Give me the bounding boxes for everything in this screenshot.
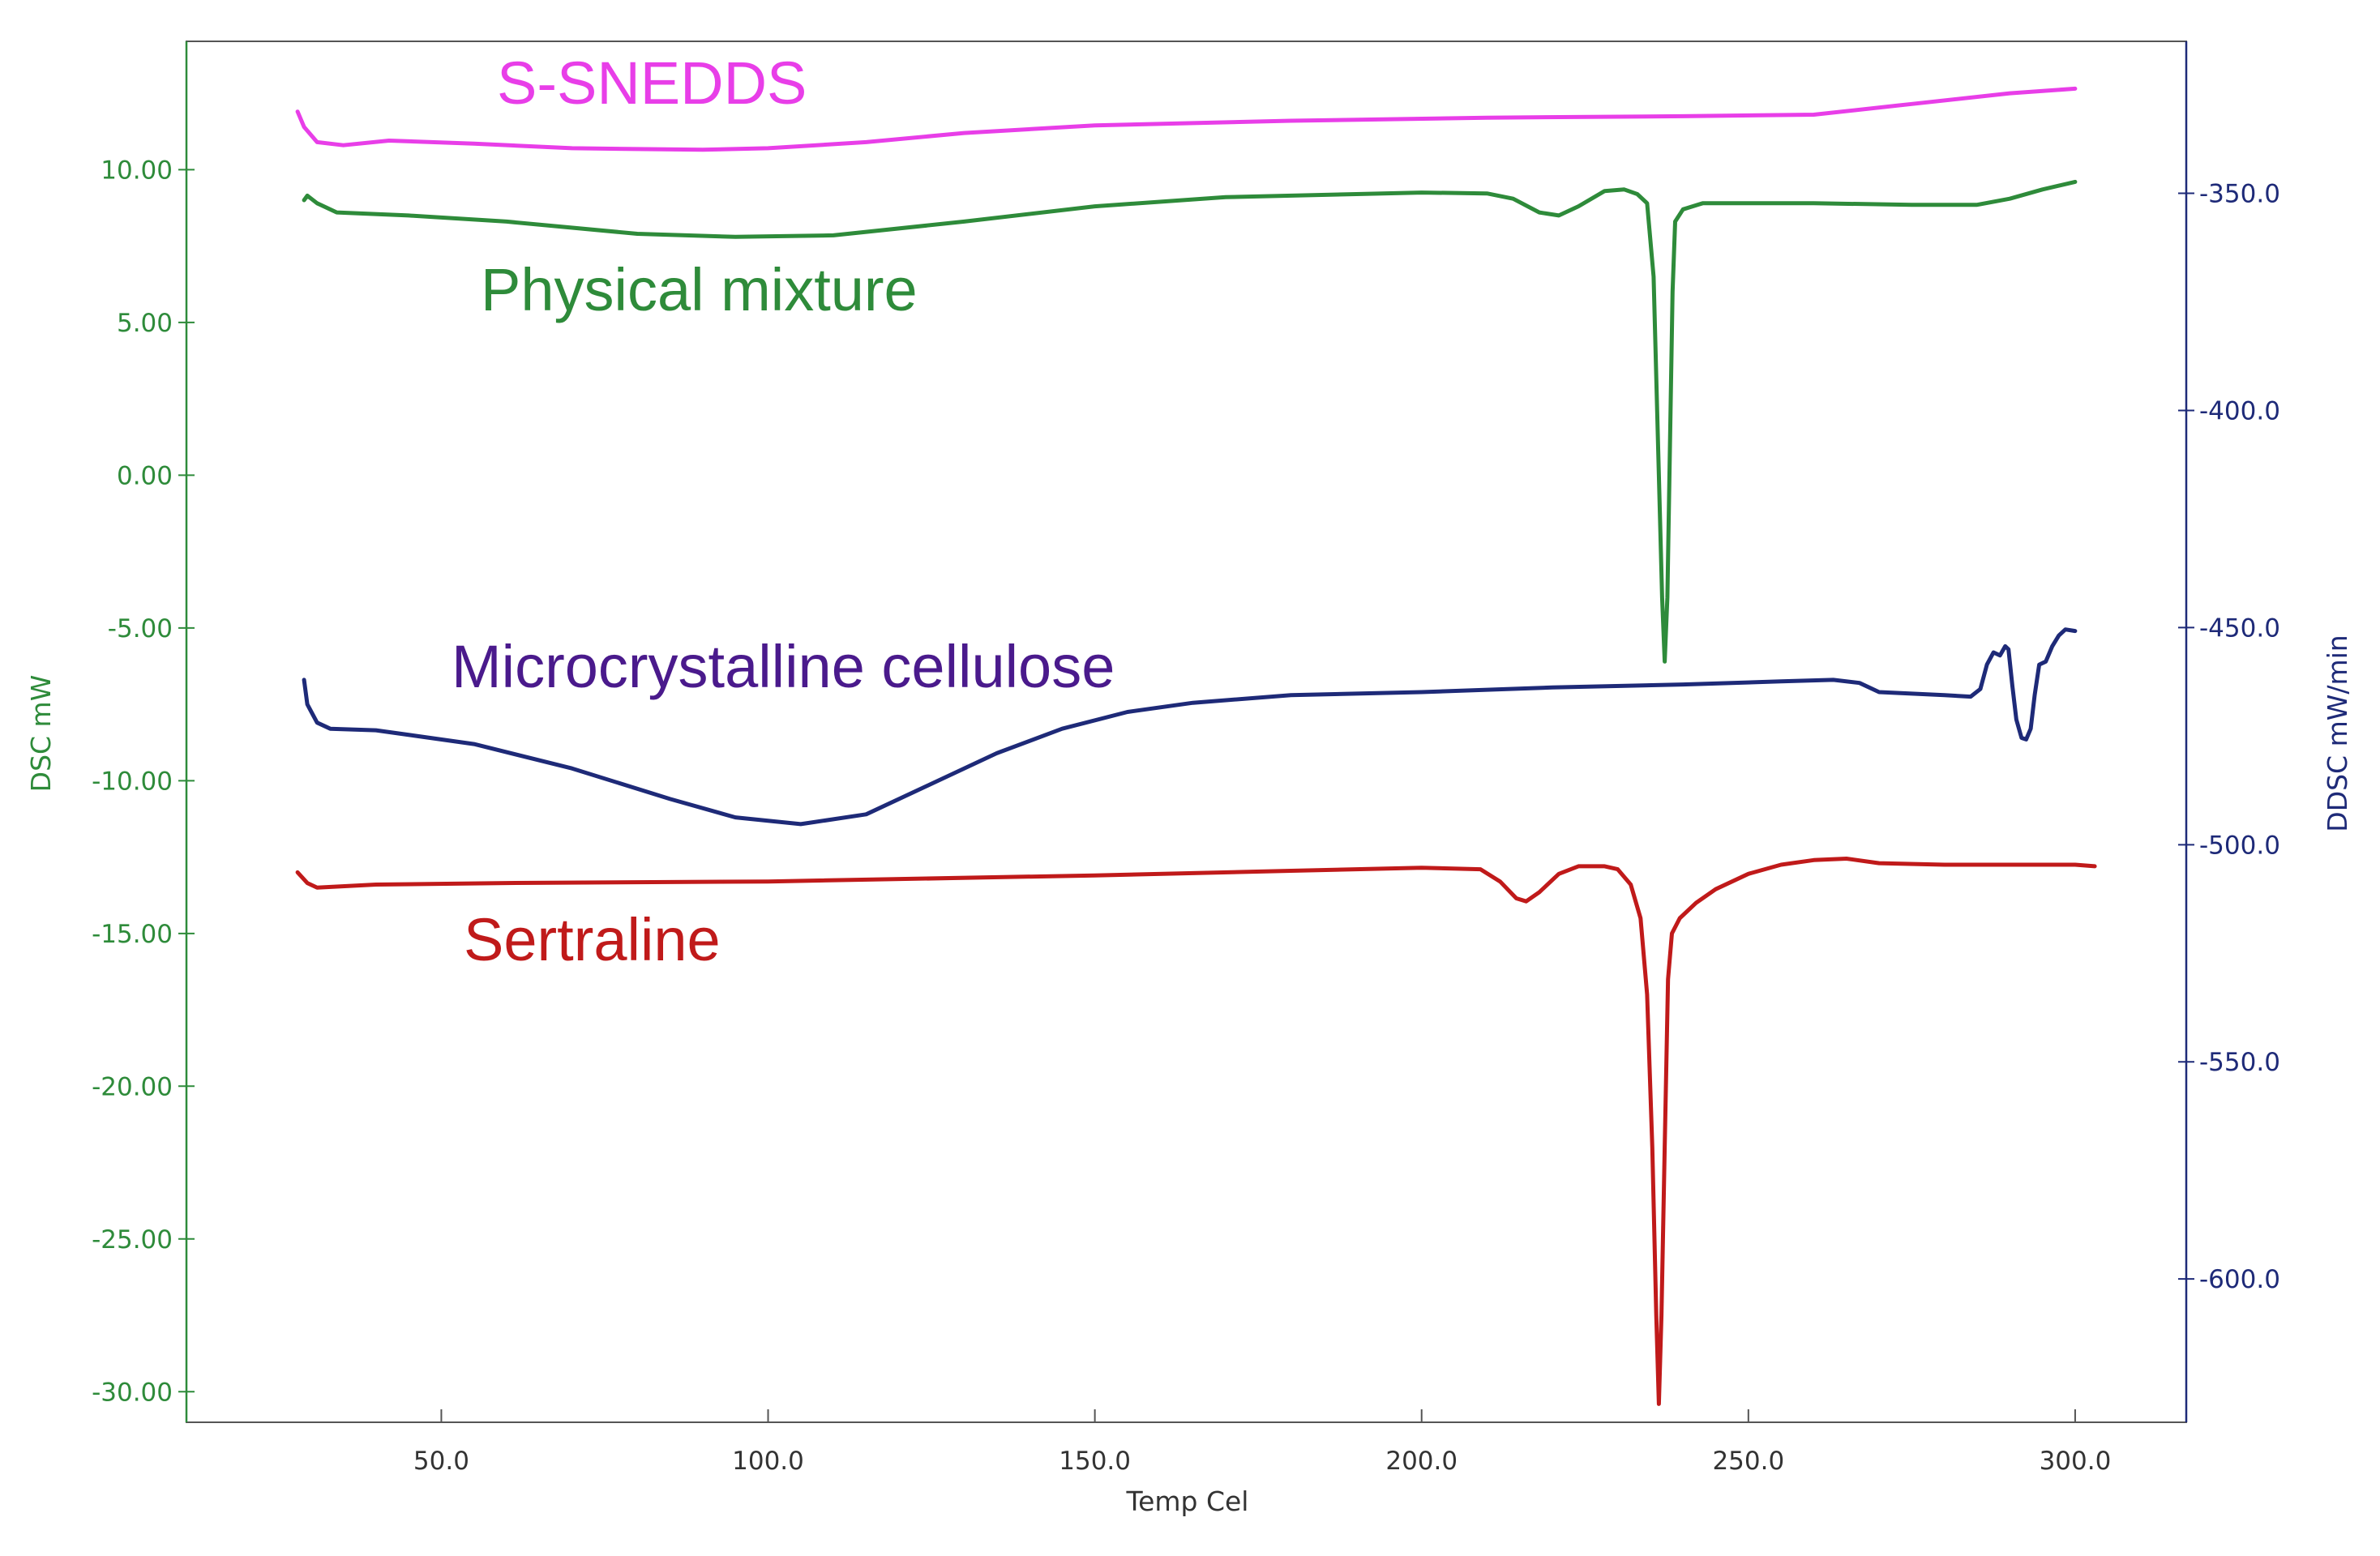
left-y-tick-label: -5.00 [108, 614, 173, 643]
right-y-tick-label: -550.0 [2199, 1048, 2280, 1077]
right-y-tick-label: -450.0 [2199, 613, 2280, 643]
series-line-physical-mixture [302, 179, 2078, 664]
x-tick-label: 150.0 [1059, 1447, 1131, 1476]
x-tick-label: 250.0 [1712, 1447, 1784, 1476]
x-tick-label: 300.0 [2040, 1447, 2112, 1476]
series-line-s-snedds [295, 86, 2078, 152]
x-tick-label: 200.0 [1385, 1447, 1458, 1476]
plot-frame [186, 41, 2187, 1423]
series-line-microcrystalline-cellulose [302, 627, 2078, 827]
series-lines [295, 86, 2097, 1406]
left-y-tick-label: -30.00 [92, 1378, 173, 1407]
right-y-tick-label: -400.0 [2199, 396, 2280, 425]
left-y-tick-label: -25.00 [92, 1225, 173, 1255]
left-y-tick-label: 0.00 [117, 461, 173, 490]
x-axis: 50.0 100.0 150.0 200.0 250.0 300.0 [413, 1409, 2111, 1476]
left-y-axis: 10.00 5.00 0.00 -5.00 -10.00 -15.00 -20.00 -25.… [92, 156, 195, 1407]
left-y-tick-label: 10.00 [101, 156, 173, 185]
x-tick-label: 100.0 [732, 1447, 804, 1476]
series-line-sertraline [295, 857, 2097, 1406]
right-y-tick-label: -350.0 [2199, 180, 2280, 209]
x-axis-title: Temp Cel [1126, 1485, 1249, 1517]
left-y-tick-label: -10.00 [92, 767, 173, 796]
right-y-tick-label: -500.0 [2199, 831, 2280, 860]
right-y-axis-title: DDSC mW/min [2322, 635, 2353, 831]
series-label-s-snedds: S-SNEDDS [497, 49, 807, 117]
left-y-tick-label: -20.00 [92, 1072, 173, 1101]
series-label-microcrystalline-cellulose: Microcrystalline cellulose [452, 633, 1115, 700]
right-y-tick-label: -600.0 [2199, 1265, 2280, 1294]
series-label-sertraline: Sertraline [464, 906, 721, 973]
left-y-tick-label: -15.00 [92, 920, 173, 949]
x-tick-label: 50.0 [413, 1447, 469, 1476]
left-y-tick-label: 5.00 [117, 309, 173, 338]
series-label-physical-mixture: Physical mixture [481, 256, 918, 323]
right-y-axis: -350.0 -400.0 -450.0 -500.0 -550.0 -600.0 [2178, 180, 2280, 1294]
left-y-axis-title: DSC mW [25, 675, 57, 793]
